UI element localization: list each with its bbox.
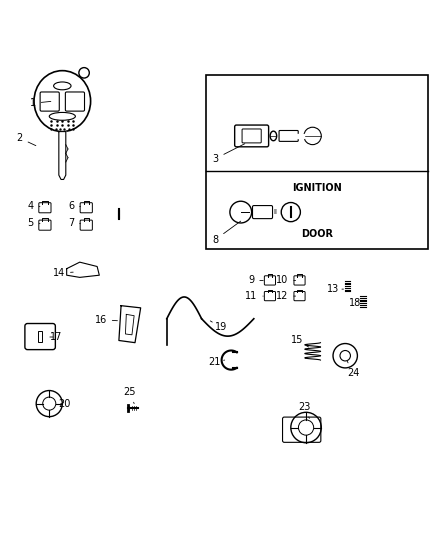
Text: 15: 15 xyxy=(291,335,309,347)
Bar xyxy=(38,331,42,342)
Text: 6: 6 xyxy=(68,201,81,212)
Text: 7: 7 xyxy=(68,218,81,228)
Text: 8: 8 xyxy=(212,221,241,245)
Text: II: II xyxy=(274,209,278,215)
Polygon shape xyxy=(297,134,304,138)
Text: 17: 17 xyxy=(49,332,62,342)
Text: 18: 18 xyxy=(349,298,361,308)
Text: 24: 24 xyxy=(347,361,359,378)
Polygon shape xyxy=(67,262,99,277)
Text: 10: 10 xyxy=(276,276,296,286)
Text: 14: 14 xyxy=(53,268,73,278)
Bar xyxy=(206,75,428,249)
Text: 5: 5 xyxy=(28,218,40,228)
Text: 9: 9 xyxy=(248,276,263,286)
Text: 19: 19 xyxy=(210,321,227,333)
Text: 12: 12 xyxy=(276,291,296,301)
Text: IGNITION: IGNITION xyxy=(292,183,342,193)
Text: 3: 3 xyxy=(212,144,245,164)
Text: 20: 20 xyxy=(58,399,71,409)
Text: DOOR: DOOR xyxy=(301,229,333,239)
Text: 16: 16 xyxy=(95,314,117,325)
Text: 2: 2 xyxy=(17,133,36,146)
Text: 4: 4 xyxy=(28,201,40,212)
Text: 1: 1 xyxy=(30,98,51,108)
Text: 23: 23 xyxy=(299,402,311,418)
Text: 11: 11 xyxy=(245,291,263,301)
Text: 25: 25 xyxy=(124,387,136,403)
Polygon shape xyxy=(119,305,141,343)
Polygon shape xyxy=(59,132,66,180)
Text: 13: 13 xyxy=(327,284,343,294)
Text: 21: 21 xyxy=(208,357,225,367)
